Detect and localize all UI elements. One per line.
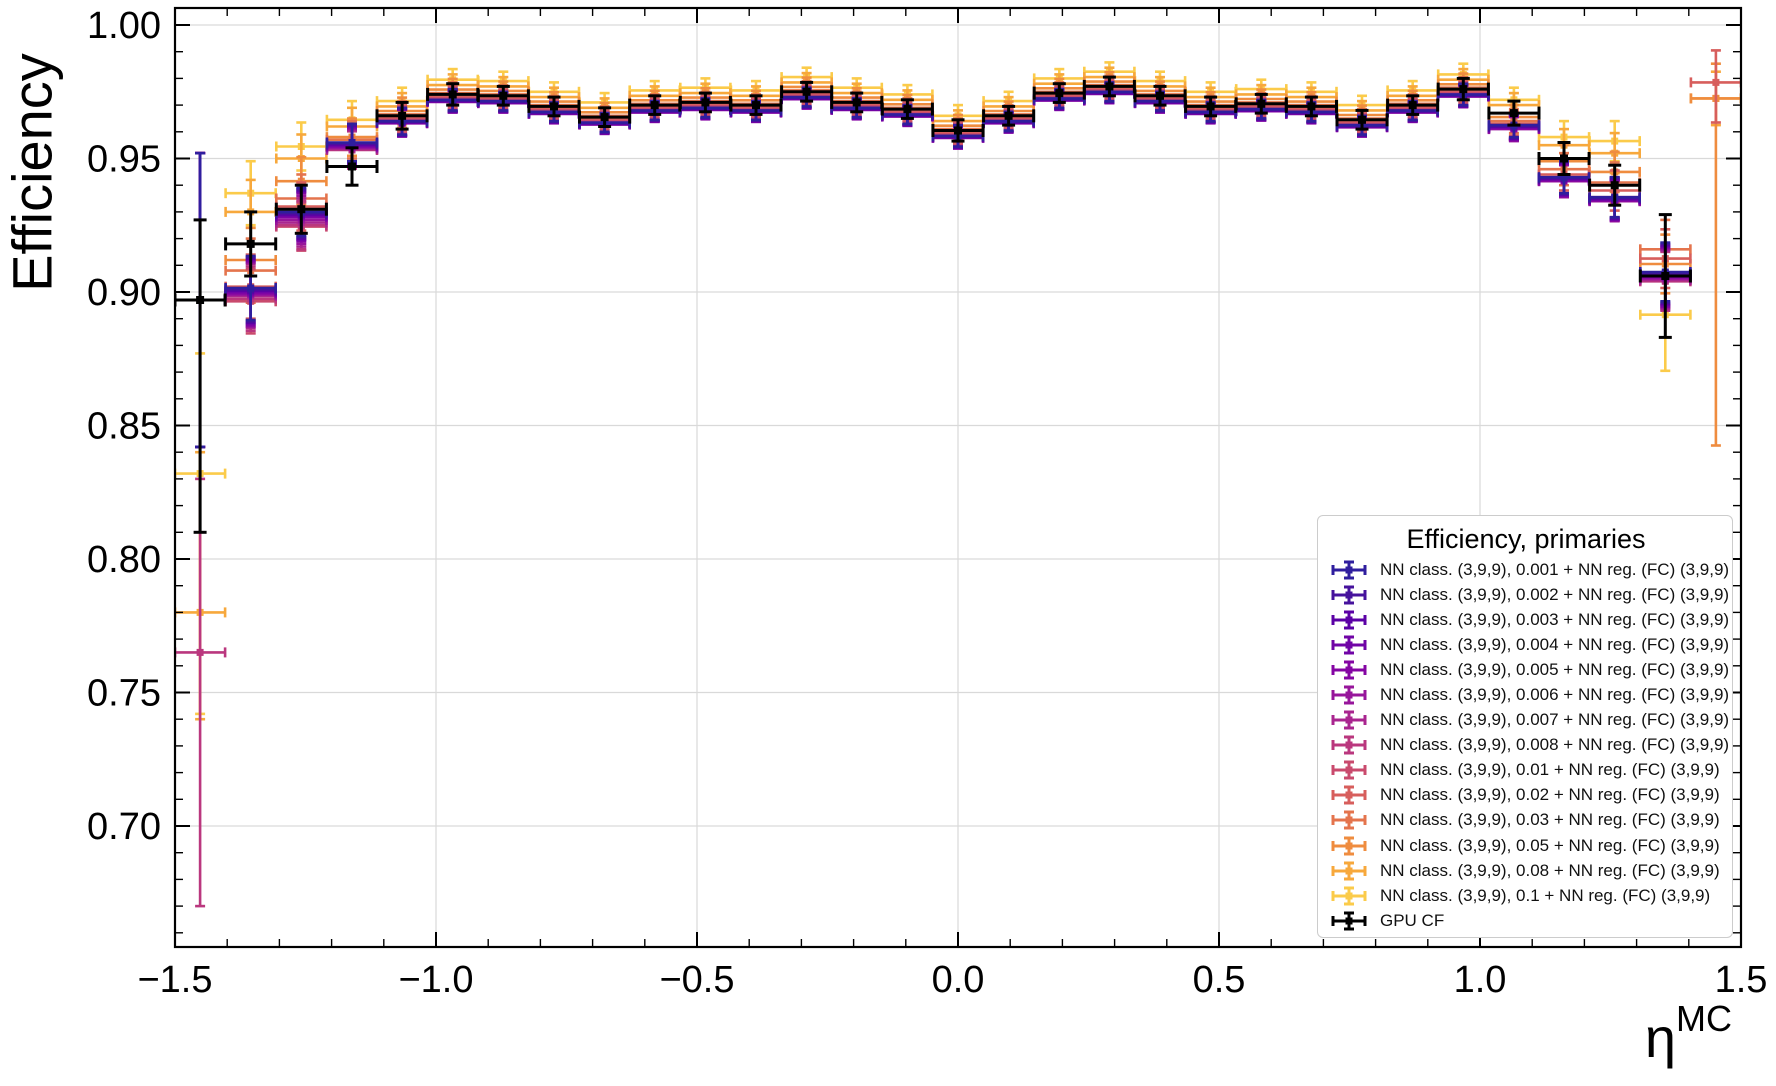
x-tick-label: 1.0 [1454,959,1507,1001]
y-tick-label: 0.75 [87,673,161,715]
series-14 [175,75,1692,534]
errorbar-marker-icon [1331,911,1367,931]
y-tick-label: 1.00 [87,5,161,47]
legend-item: NN class. (3,9,9), 0.002 + NN reg. (FC) … [1328,582,1729,607]
legend-item-label: NN class. (3,9,9), 0.007 + NN reg. (FC) … [1380,710,1730,730]
x-tick-label: 1.5 [1715,959,1768,1001]
legend-items: NN class. (3,9,9), 0.001 + NN reg. (FC) … [1328,557,1729,933]
x-axis-label-superscript: MC [1676,998,1732,1039]
y-tick-label: 0.90 [87,272,161,314]
axis-ticks [174,8,1742,947]
legend-item: NN class. (3,9,9), 0.003 + NN reg. (FC) … [1328,607,1729,632]
errorbar-marker-icon [1331,760,1367,780]
errorbar-marker-icon [1331,685,1367,705]
errorbar-marker-icon [1331,836,1367,856]
y-tick-label: 0.70 [87,806,161,848]
legend-item: NN class. (3,9,9), 0.05 + NN reg. (FC) (… [1328,833,1724,858]
errorbar-marker-icon [1331,610,1367,630]
legend-item-label: NN class. (3,9,9), 0.004 + NN reg. (FC) … [1380,634,1730,654]
legend-item-label: NN class. (3,9,9), 0.02 + NN reg. (FC) (… [1380,785,1720,805]
y-tick-label: 0.80 [87,539,161,581]
legend-item-label: NN class. (3,9,9), 0.03 + NN reg. (FC) (… [1380,810,1720,830]
y-tick-label: 0.95 [87,139,161,181]
legend-item-label: NN class. (3,9,9), 0.001 + NN reg. (FC) … [1380,559,1730,579]
legend-item-label: NN class. (3,9,9), 0.005 + NN reg. (FC) … [1380,659,1730,679]
errorbar-marker-icon [1331,785,1367,805]
errorbar-marker-icon [1331,886,1367,906]
x-axis-label-base: η [1644,1006,1676,1069]
legend-item-label: GPU CF [1380,910,1445,930]
legend-item-label: NN class. (3,9,9), 0.08 + NN reg. (FC) (… [1380,860,1720,880]
x-axis-label: ηMC [1645,998,1732,1070]
legend-item: NN class. (3,9,9), 0.03 + NN reg. (FC) (… [1328,808,1724,833]
data-series-group [175,49,1741,908]
x-tick-label: −1.0 [398,959,473,1001]
legend-item-label: NN class. (3,9,9), 0.006 + NN reg. (FC) … [1380,685,1730,705]
legend-item-label: NN class. (3,9,9), 0.1 + NN reg. (FC) (3… [1380,885,1711,905]
errorbar-marker-icon [1331,810,1367,830]
y-tick-label: 0.85 [87,406,161,448]
x-tick-label: 0.5 [1193,959,1246,1001]
errorbar-marker-icon [1331,861,1367,881]
errorbar-marker-icon [1331,585,1367,605]
legend-item: NN class. (3,9,9), 0.005 + NN reg. (FC) … [1328,657,1729,682]
legend-item-label: NN class. (3,9,9), 0.002 + NN reg. (FC) … [1380,584,1730,604]
legend-item: NN class. (3,9,9), 0.1 + NN reg. (FC) (3… [1328,883,1724,908]
legend-item: NN class. (3,9,9), 0.001 + NN reg. (FC) … [1328,557,1729,582]
errorbar-marker-icon [1331,660,1367,680]
errorbar-marker-icon [1331,560,1367,580]
legend-item-label: NN class. (3,9,9), 0.05 + NN reg. (FC) (… [1380,835,1720,855]
legend-item: NN class. (3,9,9), 0.004 + NN reg. (FC) … [1328,632,1729,657]
legend-item-label: NN class. (3,9,9), 0.01 + NN reg. (FC) (… [1380,760,1720,780]
x-tick-label: 0.0 [932,959,985,1001]
legend-item-label: NN class. (3,9,9), 0.003 + NN reg. (FC) … [1380,609,1730,629]
legend-item: NN class. (3,9,9), 0.02 + NN reg. (FC) (… [1328,783,1724,808]
errorbar-marker-icon [1331,635,1367,655]
y-axis-label: Efficiency [0,53,64,292]
x-tick-labels: −1.5 −1.0 −0.5 0.0 0.5 1.0 1.5 [137,959,1767,1001]
legend-item: NN class. (3,9,9), 0.008 + NN reg. (FC) … [1328,733,1729,758]
legend-item-label: NN class. (3,9,9), 0.008 + NN reg. (FC) … [1380,735,1730,755]
legend-item: NN class. (3,9,9), 0.08 + NN reg. (FC) (… [1328,858,1724,883]
legend-item: NN class. (3,9,9), 0.006 + NN reg. (FC) … [1328,682,1729,707]
legend: Efficiency, primaries NN class. (3,9,9),… [1317,515,1733,938]
legend-item: NN class. (3,9,9), 0.007 + NN reg. (FC) … [1328,708,1729,733]
legend-title: Efficiency, primaries [1406,524,1646,554]
x-tick-label: −0.5 [659,959,734,1001]
errorbar-marker-icon [1331,735,1367,755]
y-tick-labels: 0.70 0.75 0.80 0.85 0.90 0.95 1.00 [87,5,161,848]
x-tick-label: −1.5 [137,959,212,1001]
errorbar-marker-icon [1331,710,1367,730]
legend-item: NN class. (3,9,9), 0.01 + NN reg. (FC) (… [1328,758,1724,783]
legend-item: GPU CF [1328,908,1724,933]
